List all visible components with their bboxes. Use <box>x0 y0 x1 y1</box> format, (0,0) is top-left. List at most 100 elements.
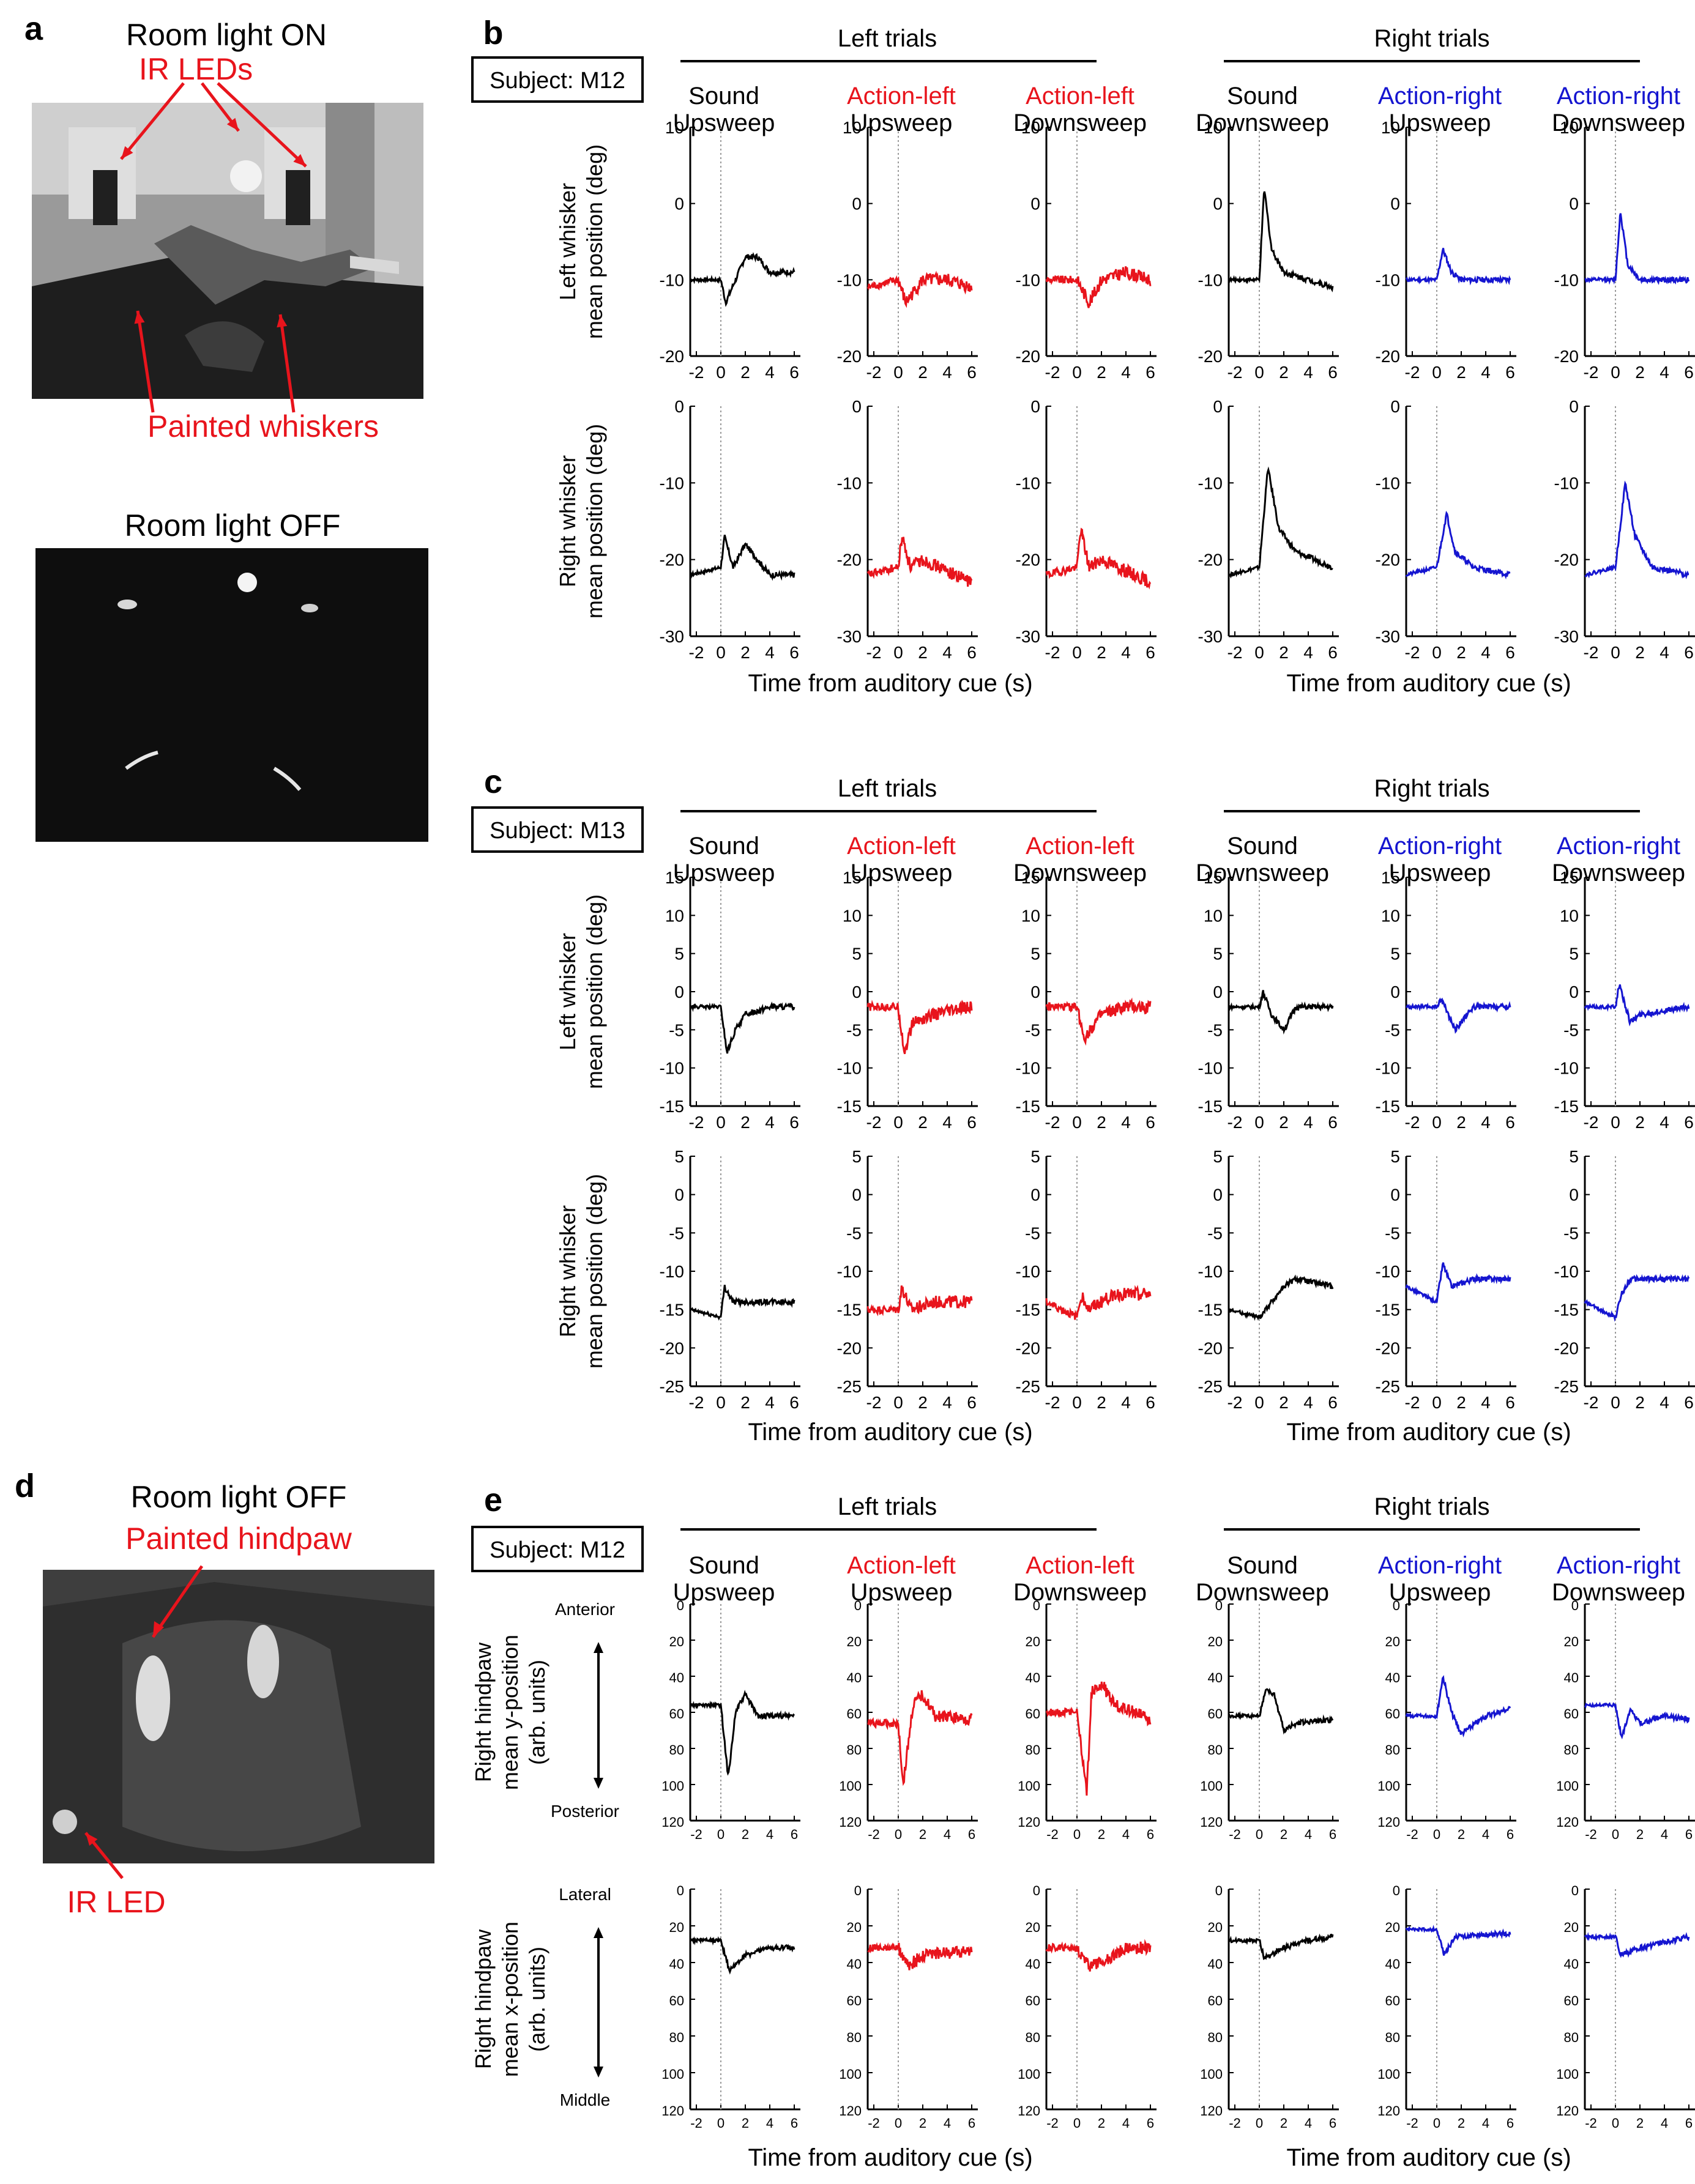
y-tick-label: -5 <box>1385 1224 1400 1242</box>
arrow-whisker-right <box>278 314 296 413</box>
y-tick-label: -5 <box>669 1020 684 1039</box>
column-title-line1: Action-left <box>847 833 956 860</box>
subplot: 50-5-10-15-20-25-2 0 2 4 6 <box>1376 1147 1516 1412</box>
y-tick-label: 0 <box>1213 1186 1223 1205</box>
series-line <box>1584 1701 1690 1740</box>
subplot: 0 20 40 60 80 100 120 -2 0 2 4 6 <box>1556 1598 1695 1842</box>
y-tick-label: -20 <box>837 1339 862 1358</box>
series-line <box>1406 997 1511 1034</box>
x-tick-label: 4 <box>1122 2115 1130 2131</box>
y-tick-label: -10 <box>837 1059 862 1078</box>
x-tick-label: 2 <box>1097 1113 1106 1132</box>
x-tick-label: 2 <box>918 1393 928 1412</box>
x-tick-label: -2 <box>690 1827 702 1842</box>
y-tick-label: 40 <box>1385 1670 1400 1685</box>
y-tick-label: -5 <box>1207 1224 1223 1242</box>
x-tick-label: 4 <box>1303 643 1313 662</box>
column-title-line2: Downsweep <box>1013 110 1147 136</box>
x-tick-label: -2 <box>1045 1113 1060 1132</box>
y-tick-label: -15 <box>837 1097 862 1116</box>
x-tick-label: 2 <box>919 2115 926 2131</box>
column-title-line1: Action-left <box>1026 83 1134 110</box>
y-tick-label: -5 <box>1207 1020 1223 1039</box>
x-tick-label: -2 <box>1405 1393 1420 1412</box>
subplot: 0-10-20-30-2 0 2 4 6 <box>1198 397 1339 662</box>
x-tick-label: 0 <box>1256 2115 1263 2131</box>
y-tick-label: -10 <box>1554 1262 1579 1281</box>
photo-a-bottom-title: Room light OFF <box>124 508 341 543</box>
y-tick-label: 5 <box>1569 1147 1579 1166</box>
x-tick-label: -2 <box>1227 643 1243 662</box>
y-tick-label: 60 <box>1208 1993 1223 2008</box>
x-tick-label: 0 <box>893 643 903 662</box>
y-tick-label: -20 <box>1376 551 1400 570</box>
x-tick-label: 2 <box>1279 643 1289 662</box>
y-tick-label: -20 <box>660 1339 684 1358</box>
column-title-line1: Sound <box>688 1552 759 1579</box>
y-tick-label: 120 <box>1556 1814 1579 1830</box>
x-tick-label: -2 <box>1405 363 1420 382</box>
y-tick-label: 100 <box>661 2067 684 2082</box>
y-tick-label: 120 <box>1556 2103 1579 2119</box>
photo-room-light-off-scene <box>117 573 318 791</box>
x-tick-label: 6 <box>1146 1113 1155 1132</box>
x-tick-label: -2 <box>866 643 882 662</box>
x-tick-label: -2 <box>1584 1393 1599 1412</box>
arrow-paw-head <box>153 1621 164 1637</box>
group-title-left-trials: Left trials <box>838 1493 937 1520</box>
y-tick-label: 20 <box>1026 1634 1040 1649</box>
x-tick-label: 6 <box>968 2115 975 2131</box>
y-tick-label: 20 <box>1026 1920 1040 1935</box>
x-tick-label: 4 <box>1121 1393 1131 1412</box>
x-tick-label: 0 <box>1433 2115 1440 2131</box>
x-tick-label: 4 <box>1481 1113 1491 1132</box>
y-tick-label: 10 <box>1021 118 1040 137</box>
y-tick-label: 5 <box>1030 945 1040 964</box>
y-tick-label: -30 <box>1554 627 1579 646</box>
x-tick-label: 6 <box>1146 363 1155 382</box>
x-tick-label: -2 <box>1227 363 1243 382</box>
y-tick-label: 80 <box>669 1742 684 1758</box>
x-tick-label: 6 <box>1684 1113 1694 1132</box>
x-tick-label: 2 <box>740 363 750 382</box>
series-line <box>867 1942 973 1970</box>
column-title-line2: Upsweep <box>1389 860 1491 886</box>
y-axis-label: mean x-position <box>497 1922 523 2077</box>
y-tick-label: 0 <box>1033 1598 1040 1613</box>
y-tick-label: 80 <box>1385 1742 1400 1758</box>
x-tick-label: 6 <box>1685 2115 1693 2131</box>
column-title-line1: Action-right <box>1378 1552 1502 1579</box>
x-tick-label: 0 <box>1433 1827 1440 1842</box>
x-tick-label: 6 <box>1329 1827 1336 1842</box>
y-axis-label: mean position (deg) <box>582 1174 607 1369</box>
y-tick-label: -10 <box>1016 474 1040 492</box>
panel-label-e: e <box>484 1482 502 1518</box>
y-axis-label: Right hindpaw <box>471 1929 496 2069</box>
column-title-line2: Downsweep <box>1552 110 1685 136</box>
y-tick-label: 0 <box>854 1598 862 1613</box>
y-tick-label: 80 <box>1026 2030 1040 2045</box>
series-line <box>1584 984 1690 1027</box>
y-tick-label: -20 <box>837 347 862 366</box>
y-tick-label: -15 <box>1376 1301 1400 1320</box>
y-tick-label: -10 <box>1376 1262 1400 1281</box>
subplot: 0-10-20-30-2 0 2 4 6 <box>1554 397 1695 662</box>
arrow-paw <box>151 1565 204 1638</box>
x-tick-label: -2 <box>1584 1113 1599 1132</box>
y-tick-label: -10 <box>1198 1059 1223 1078</box>
x-tick-label: 0 <box>717 1827 725 1842</box>
y-tick-label: 20 <box>1564 1634 1579 1649</box>
x-tick-label: 0 <box>1612 1827 1619 1842</box>
x-tick-label: 6 <box>967 363 977 382</box>
series-line <box>866 1285 973 1317</box>
y-tick-label: 0 <box>1569 397 1579 416</box>
y-tick-label: 5 <box>1213 1147 1223 1166</box>
x-tick-label: -2 <box>1405 1113 1420 1132</box>
y-tick-label: 10 <box>843 906 862 925</box>
y-tick-label: 40 <box>1026 1670 1040 1685</box>
series-line <box>1584 213 1690 285</box>
series-line <box>1045 1681 1152 1796</box>
series-line <box>689 1001 795 1054</box>
